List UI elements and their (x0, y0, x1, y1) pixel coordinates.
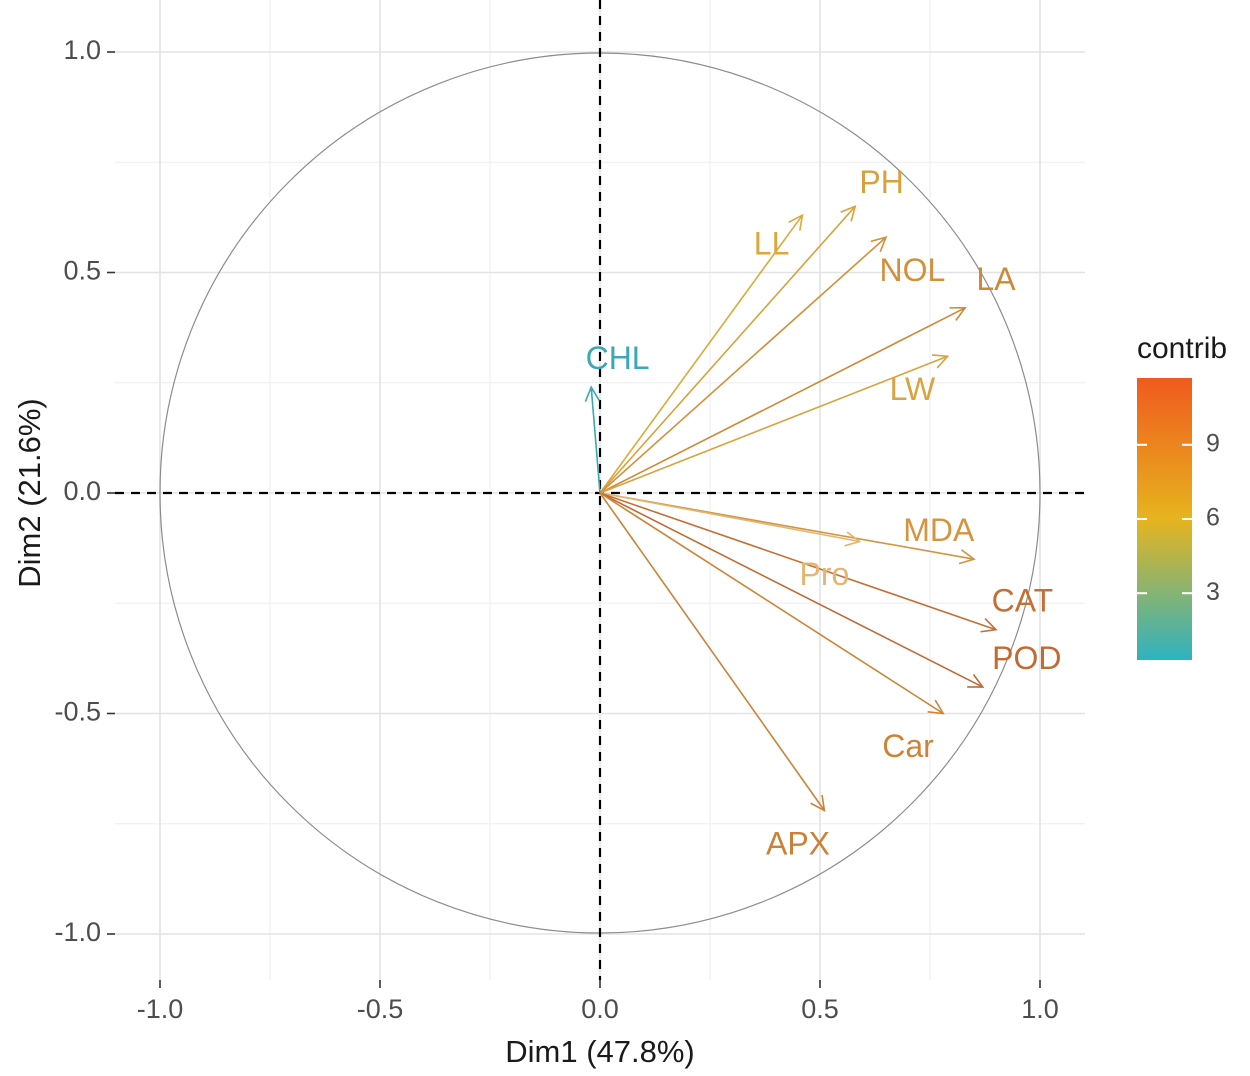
x-tick-label: 0.0 (581, 994, 619, 1024)
y-tick-label: 0.0 (63, 476, 101, 506)
label-lw: LW (890, 371, 936, 407)
y-axis-ticks: -1.0 -0.5 0.0 0.5 1.0 (54, 35, 115, 947)
arrow-ph (599, 205, 857, 494)
label-cat: CAT (992, 583, 1054, 619)
label-nol: NOL (880, 252, 946, 288)
legend-tick-label: 6 (1206, 504, 1220, 532)
legend-ticks: 3 6 9 (1137, 429, 1220, 606)
arrow-car (599, 492, 945, 715)
x-tick-label: -0.5 (357, 994, 404, 1024)
x-axis-title: Dim1 (47.8%) (505, 1034, 695, 1069)
arrow-cat (599, 492, 998, 633)
arrow-apx (599, 492, 826, 812)
arrow-la (599, 306, 967, 494)
label-ph: PH (859, 164, 903, 200)
arrow-nol (599, 236, 888, 494)
y-axis-title: Dim2 (21.6%) (12, 398, 47, 588)
label-pro: Pro (800, 556, 850, 592)
label-chl: CHL (586, 340, 650, 376)
arrow-ll (599, 213, 804, 494)
x-tick-label: -1.0 (137, 994, 184, 1024)
x-tick-label: 0.5 (801, 994, 839, 1024)
label-mda: MDA (903, 512, 975, 548)
arrow-pro (599, 492, 862, 547)
y-tick-label: -1.0 (54, 917, 101, 947)
arrow-pod (599, 492, 985, 688)
y-tick-label: 1.0 (63, 35, 101, 65)
variable-arrows (584, 205, 998, 812)
x-tick-label: 1.0 (1021, 994, 1059, 1024)
legend-tick-label: 3 (1206, 578, 1220, 606)
label-pod: POD (992, 640, 1061, 676)
x-axis-ticks: -1.0 -0.5 0.0 0.5 1.0 (137, 980, 1059, 1024)
label-car: Car (882, 728, 934, 764)
label-apx: APX (766, 825, 830, 861)
legend-title: contrib (1137, 332, 1227, 365)
contrib-legend: contrib 3 6 9 (1137, 332, 1227, 660)
arrow-chl (584, 385, 601, 494)
variable-labels: PH LL NOL LA LW CHL MDA Pro CAT POD Car APX (586, 164, 1062, 861)
legend-tick-label: 9 (1206, 429, 1220, 457)
label-la: LA (976, 261, 1016, 297)
arrow-lw (599, 354, 950, 494)
y-tick-label: 0.5 (63, 256, 101, 286)
y-tick-label: -0.5 (54, 697, 101, 727)
label-ll: LL (754, 225, 790, 261)
